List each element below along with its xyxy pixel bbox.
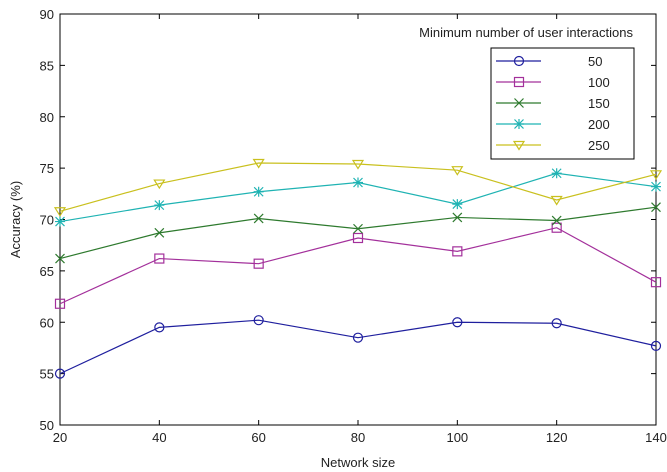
- y-tick-label: 70: [40, 213, 54, 228]
- x-tick-label: 40: [152, 430, 166, 445]
- data-point-200: [55, 216, 65, 227]
- x-tick-label: 140: [645, 430, 667, 445]
- y-axis-label: Accuracy (%): [8, 181, 23, 258]
- legend-label: 150: [588, 96, 610, 111]
- data-point-250: [53, 207, 67, 217]
- x-tick-label: 80: [351, 430, 365, 445]
- legend-label: 250: [588, 138, 610, 153]
- data-point-50: [650, 340, 662, 351]
- data-point-50: [54, 368, 66, 379]
- data-point-200: [551, 168, 562, 179]
- y-tick-label: 65: [40, 264, 54, 279]
- y-tick-label: 75: [40, 161, 54, 176]
- legend-label: 100: [588, 75, 610, 90]
- data-point-50: [253, 315, 264, 326]
- legend-item-100: 100: [496, 75, 610, 90]
- data-point-200: [452, 199, 463, 210]
- data-point-150: [154, 227, 165, 238]
- y-tick-label: 85: [40, 58, 54, 73]
- y-tick-label: 90: [40, 7, 54, 22]
- x-tick-label: 20: [53, 430, 67, 445]
- axis-ticks: 20 40 60 80 100 120 140 50 55 60 65 70 75 80 85 90: [40, 7, 667, 445]
- legend-item-150: 150: [496, 96, 610, 111]
- y-tick-label: 60: [40, 315, 54, 330]
- data-point-50: [551, 318, 562, 329]
- x-axis-label: Network size: [321, 455, 395, 470]
- legend-marker: [514, 98, 524, 108]
- legend: 50 100 150 200 250: [490, 47, 635, 160]
- data-point-100: [154, 253, 165, 264]
- legend-label: 200: [588, 117, 610, 132]
- series-line-50: [59, 319, 657, 375]
- x-tick-label: 60: [251, 430, 265, 445]
- series-150: [55, 202, 661, 264]
- data-point-150: [253, 213, 264, 224]
- data-point-250: [153, 179, 166, 190]
- data-point-150: [55, 253, 65, 264]
- data-point-150: [551, 215, 562, 226]
- data-point-200: [651, 181, 661, 192]
- data-point-100: [650, 277, 662, 288]
- series-line-250: [59, 162, 657, 212]
- y-tick-label: 80: [40, 110, 54, 125]
- data-point-50: [452, 317, 463, 328]
- data-point-250: [451, 166, 464, 176]
- x-tick-label: 120: [546, 430, 568, 445]
- data-point-200: [353, 177, 363, 188]
- data-point-100: [551, 222, 562, 233]
- legend-label: 50: [588, 54, 602, 69]
- legend-item-200: 200: [496, 117, 610, 132]
- legend-item-250: 250: [496, 138, 610, 153]
- data-point-250: [649, 170, 663, 180]
- data-point-100: [253, 258, 264, 269]
- data-point-150: [353, 223, 363, 234]
- data-point-200: [253, 186, 264, 197]
- data-point-50: [352, 332, 364, 343]
- series-250: [53, 158, 663, 217]
- series-line-100: [59, 227, 657, 305]
- data-point-50: [154, 322, 165, 333]
- y-tick-label: 55: [40, 367, 54, 382]
- data-point-200: [154, 200, 165, 211]
- series-200: [55, 168, 661, 227]
- legend-item-50: 50: [496, 54, 602, 69]
- data-point-250: [550, 195, 563, 206]
- data-point-250: [252, 158, 265, 169]
- data-point-250: [351, 159, 365, 170]
- legend-title: Minimum number of user interactions: [419, 25, 633, 40]
- legend-marker: [513, 55, 525, 67]
- legend-marker: [512, 140, 526, 151]
- data-point-100: [452, 246, 463, 257]
- legend-marker: [513, 76, 525, 88]
- y-tick-label: 50: [40, 418, 54, 433]
- x-tick-label: 100: [446, 430, 468, 445]
- data-point-100: [54, 298, 66, 309]
- series-50: [54, 315, 662, 379]
- data-point-150: [651, 202, 661, 213]
- series-group: [53, 158, 663, 379]
- data-point-150: [452, 212, 463, 223]
- data-point-100: [352, 232, 364, 244]
- legend-marker: [514, 119, 524, 129]
- series-100: [54, 222, 662, 309]
